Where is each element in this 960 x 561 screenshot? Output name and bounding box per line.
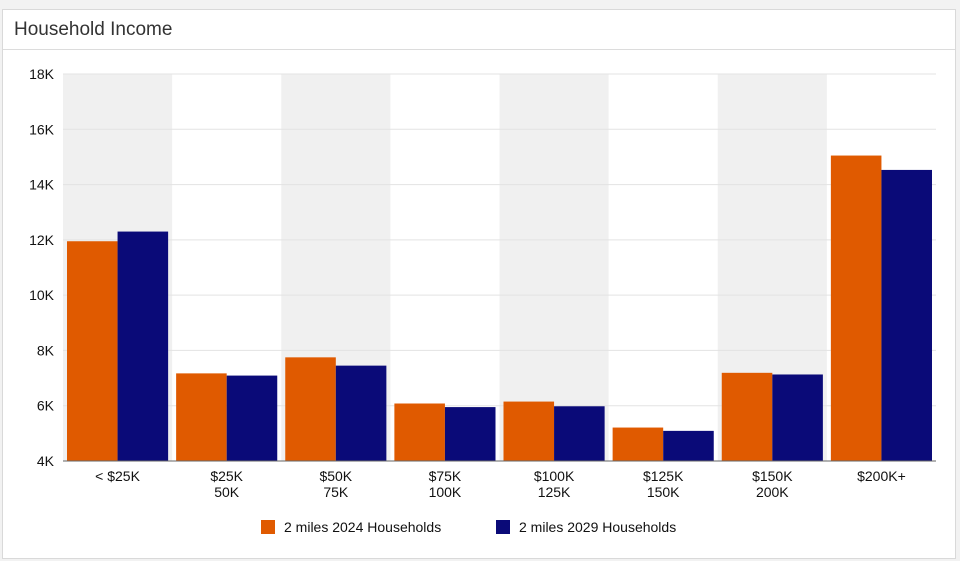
legend-item-2[interactable]: 2 miles 2029 Households [496, 519, 676, 535]
x-axis-ticks: < $25K $25K 50K $50K 75K $75K 100K $100K 125K $12… [95, 468, 906, 500]
y-axis-ticks: 4K 6K 8K 10K 12K 14K 16K 18K [29, 66, 55, 469]
x-tick-label-line: 50K [214, 484, 240, 500]
legend-item-1[interactable]: 2 miles 2024 Households [261, 519, 441, 535]
x-tick-label: $125K 150K [643, 468, 684, 500]
category-band [499, 74, 609, 461]
x-tick-label: $50K 75K [319, 468, 352, 500]
y-tick-label: 8K [37, 342, 55, 358]
x-tick-label-line: $125K [643, 468, 684, 484]
bar-series-2 [663, 430, 714, 461]
x-tick-label: $100K 125K [534, 468, 575, 500]
x-tick-label-line: 200K [756, 484, 789, 500]
x-tick-label: $150K 200K [752, 468, 793, 500]
bar-series-2 [881, 169, 932, 461]
panel-title: Household Income [14, 18, 173, 40]
bar-series-2 [444, 407, 496, 461]
gridlines [63, 73, 936, 407]
bar-series-2 [226, 375, 278, 461]
x-tick-label: $200K+ [857, 468, 906, 484]
x-tick-label-line: $50K [319, 468, 352, 484]
y-tick-label: 18K [29, 66, 55, 82]
x-tick-label-line: < $25K [95, 468, 140, 484]
y-tick-label: 12K [29, 232, 55, 248]
x-tick-label-line: 75K [323, 484, 349, 500]
y-tick-label: 16K [29, 121, 55, 137]
legend-label: 2 miles 2024 Households [284, 519, 441, 535]
bar-series-1 [67, 241, 118, 461]
bar-series-2 [117, 231, 169, 461]
legend-swatch [496, 520, 510, 534]
x-tick-label-line: 150K [647, 484, 680, 500]
x-tick-label-line: $25K [210, 468, 243, 484]
y-tick-label: 14K [29, 177, 55, 193]
bar-series-2 [335, 365, 387, 461]
bar-series-1 [612, 427, 664, 461]
bar-series-1 [394, 403, 445, 461]
x-tick-label: < $25K [95, 468, 140, 484]
bars [67, 155, 932, 461]
bar-series-1 [503, 401, 555, 461]
x-tick-label-line: $200K+ [857, 468, 906, 484]
x-tick-label-line: $150K [752, 468, 793, 484]
panel-header: Household Income [3, 10, 955, 50]
y-tick-label: 6K [37, 398, 55, 414]
bar-series-2 [772, 374, 823, 461]
y-tick-label: 4K [37, 453, 55, 469]
x-tick-label: $25K 50K [210, 468, 243, 500]
bar-series-1 [176, 373, 227, 461]
x-tick-label-line: 125K [538, 484, 571, 500]
x-tick-label: $75K 100K [429, 468, 462, 500]
legend-label: 2 miles 2029 Households [519, 519, 676, 535]
bar-series-1 [285, 357, 336, 461]
bar-series-1 [830, 155, 882, 461]
x-tick-label-line: 100K [429, 484, 462, 500]
bar-series-2 [554, 406, 605, 461]
bar-series-1 [721, 372, 773, 461]
legend[interactable]: 2 miles 2024 Households 2 miles 2029 Hous… [261, 519, 676, 535]
legend-swatch [261, 520, 275, 534]
x-tick-label-line: $100K [534, 468, 575, 484]
y-tick-label: 10K [29, 287, 55, 303]
x-tick-label-line: $75K [429, 468, 462, 484]
